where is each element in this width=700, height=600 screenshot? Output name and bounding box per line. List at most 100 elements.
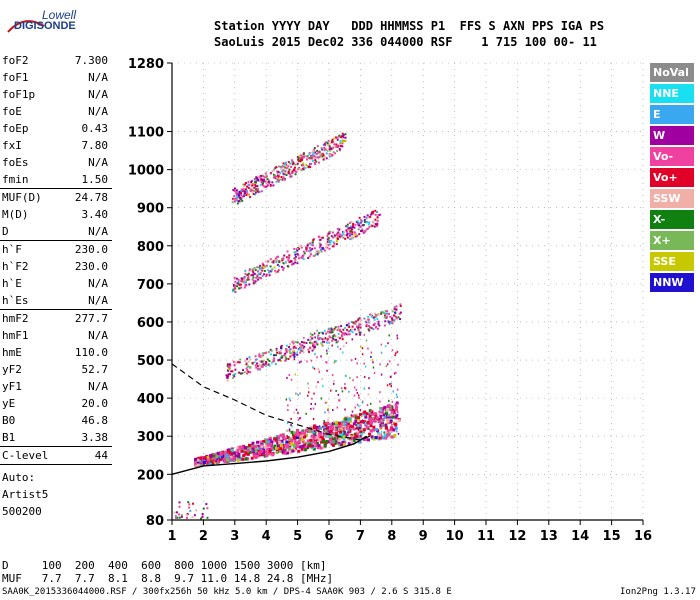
echo-point	[339, 337, 342, 340]
echo-point	[399, 318, 402, 321]
echo-point	[360, 219, 363, 222]
echo-point	[308, 429, 312, 433]
echo-point	[373, 419, 377, 423]
echo-point	[278, 351, 281, 354]
x-tick-label: 9	[419, 529, 428, 544]
echo-point	[243, 448, 247, 452]
echo-point	[288, 438, 292, 442]
echo-point	[263, 185, 266, 188]
echo-point	[372, 428, 376, 432]
echo-point	[361, 347, 364, 350]
echo-point	[251, 183, 254, 186]
echo-point	[237, 278, 240, 281]
echo-point	[350, 436, 354, 440]
echo-point	[332, 236, 335, 239]
x-tick-label: 4	[262, 529, 271, 544]
echo-point	[301, 344, 304, 347]
echo-point	[312, 153, 315, 156]
echo-point	[316, 250, 319, 253]
echo-point	[357, 440, 361, 444]
echo-point	[300, 164, 303, 167]
echo-point	[253, 186, 256, 189]
echo-point	[284, 170, 287, 173]
echo-point	[351, 425, 355, 429]
legend-item: NoVal	[650, 63, 694, 82]
echo-point	[176, 516, 179, 519]
echo-point	[254, 358, 257, 361]
echo-point	[367, 320, 370, 323]
echo-point	[364, 423, 368, 427]
echo-point	[283, 254, 286, 257]
echo-point	[358, 437, 362, 441]
echo-point	[355, 320, 358, 323]
echo-point	[337, 393, 340, 396]
echo-point	[239, 198, 242, 201]
echo-point	[357, 318, 360, 321]
echo-point	[291, 449, 295, 453]
echo-point	[378, 420, 382, 424]
param-name: D	[2, 225, 9, 238]
echo-point	[278, 441, 282, 445]
echo-point	[285, 451, 289, 455]
echo-point	[246, 192, 249, 195]
echo-point	[322, 236, 325, 239]
echo-point	[395, 408, 399, 412]
echo-point	[376, 223, 379, 226]
echo-point	[321, 332, 324, 335]
echo-point	[358, 405, 360, 408]
echo-point	[342, 435, 346, 439]
echo-point	[328, 232, 331, 235]
echo-point	[388, 312, 391, 315]
echo-point	[382, 408, 385, 411]
echo-point	[326, 421, 330, 425]
echo-point	[264, 172, 267, 175]
echo-point	[330, 389, 332, 392]
polarization-legend: NoVal NNE E W Vo- Vo+ SSW X- X+ SSE NNW	[650, 63, 694, 294]
echo-point	[242, 454, 246, 458]
echo-point	[329, 243, 332, 246]
echo-point	[341, 440, 345, 444]
echo-point	[356, 234, 359, 237]
echo-point	[247, 360, 250, 363]
echo-point	[251, 184, 254, 187]
echo-point	[253, 282, 256, 285]
echo-point	[241, 199, 244, 202]
echo-point	[337, 435, 341, 439]
param-value: N/A	[88, 277, 108, 290]
echo-point	[293, 354, 296, 357]
echo-point	[352, 223, 355, 226]
echo-point	[314, 163, 317, 166]
echo-point	[307, 394, 309, 397]
echo-point	[230, 448, 234, 452]
echo-point	[327, 347, 330, 350]
echo-point	[324, 435, 328, 439]
echo-point	[393, 319, 396, 322]
echo-point	[348, 390, 350, 393]
autoscaling-line2: Artist5	[2, 488, 49, 501]
echo-point	[267, 260, 270, 263]
echo-point	[291, 163, 294, 166]
echo-point	[250, 189, 253, 192]
echo-point	[326, 361, 328, 364]
echo-point	[339, 433, 343, 437]
echo-point	[338, 425, 342, 429]
echo-point	[298, 247, 301, 250]
echo-point	[310, 253, 313, 256]
echo-point	[310, 335, 313, 338]
echo-point	[395, 308, 398, 311]
echo-point	[325, 243, 328, 246]
echo-point	[349, 330, 352, 333]
echo-point	[394, 354, 396, 357]
echo-point	[251, 190, 254, 193]
echo-point	[391, 318, 394, 321]
echo-point	[342, 423, 345, 426]
echo-point	[314, 159, 317, 162]
echo-point	[262, 266, 265, 269]
echo-point	[313, 344, 316, 347]
echo-point	[272, 261, 275, 264]
echo-point	[243, 371, 246, 374]
echo-point	[344, 327, 347, 330]
echo-point	[260, 267, 263, 270]
echo-point	[290, 442, 294, 446]
echo-point	[290, 430, 294, 434]
